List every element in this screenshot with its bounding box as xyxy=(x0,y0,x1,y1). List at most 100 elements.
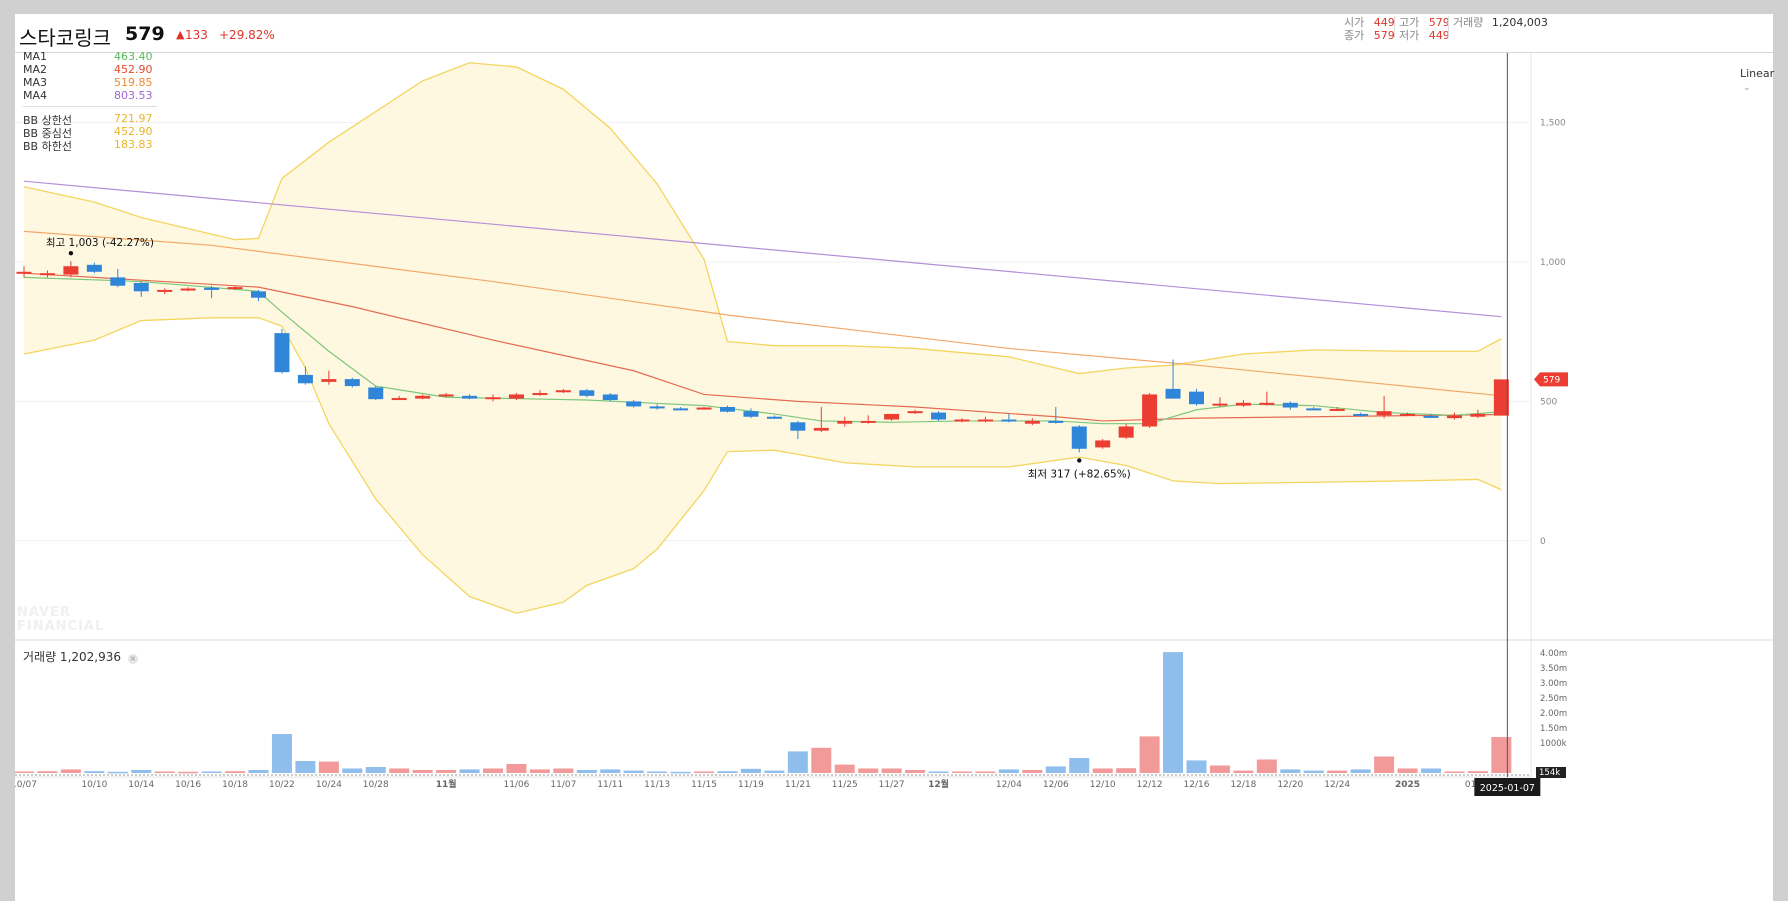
candle-body xyxy=(297,374,313,384)
volume-bar xyxy=(154,771,175,773)
bollinger-band-area xyxy=(24,62,1502,614)
x-tick-label: 11/13 xyxy=(644,780,670,790)
candle-body xyxy=(673,408,689,411)
volume-bar xyxy=(881,768,902,773)
candle-body xyxy=(720,406,735,412)
legend-ma1: MA1 463.40 xyxy=(15,50,155,63)
x-tick-label: 12/20 xyxy=(1277,780,1303,790)
x-tick-label: 12/16 xyxy=(1184,780,1210,790)
candle-body xyxy=(766,416,782,419)
volume-bar xyxy=(1186,760,1207,773)
candle-body xyxy=(1376,411,1392,416)
volume-bar xyxy=(506,764,527,773)
legend-ma2: MA2 452.90 xyxy=(15,63,155,76)
volume-bar xyxy=(365,767,386,773)
watermark: NAVER FINANCIAL xyxy=(17,605,105,634)
current-volume-tag-label: 154k xyxy=(1539,768,1560,778)
x-tick-label: 10/16 xyxy=(175,780,201,790)
volume-bar xyxy=(342,768,363,773)
stock-header: 스타코링크 579 ▲ 133 +29.82% 시가 449 종가 579 고가… xyxy=(15,14,1773,53)
bb-upper-line xyxy=(23,62,1502,375)
candles xyxy=(16,261,1509,453)
legend-bb-upper-value: 721.97 xyxy=(114,112,153,125)
legend-bb-upper: BB 상한선 721.97 xyxy=(15,112,155,127)
ma3-line xyxy=(23,230,1502,397)
candle-body xyxy=(649,406,665,409)
legend-ma3: MA3 519.85 xyxy=(15,76,155,89)
candle-body xyxy=(790,422,806,431)
scale-mode-label: Linear xyxy=(1740,67,1775,80)
ohlc-low: 저가 449 xyxy=(1399,27,1450,43)
price-chart[interactable]: 0 500 1,000 1,500 최고 1,003 (-42.27%) 최저 317 (… xyxy=(15,14,1773,901)
legend-bb-lower-name: BB 하한선 xyxy=(23,140,72,153)
volume-bar xyxy=(131,770,152,773)
legend-bb-lower: BB 하한선 183.83 xyxy=(15,138,155,153)
volume-label: 거래량 xyxy=(1453,16,1484,29)
ohlc-divider xyxy=(1448,16,1449,38)
candle-body xyxy=(579,390,595,396)
close-icon[interactable]: × xyxy=(127,654,138,664)
x-tick-label: 11/21 xyxy=(785,780,811,790)
volume-bar xyxy=(295,761,316,773)
volume-bar xyxy=(740,768,761,773)
candle-body xyxy=(415,395,431,399)
candle-body xyxy=(1329,408,1345,411)
candle-body xyxy=(977,419,993,422)
legend-ma3-value: 519.85 xyxy=(114,76,153,89)
ohlc-close: 종가 579 xyxy=(1344,27,1395,43)
volume-bar xyxy=(834,764,855,773)
crosshair-date-label: 2025-01-07 xyxy=(1480,783,1535,794)
x-tick-label: 10/07 xyxy=(15,780,37,790)
legend-bb-lower-value: 183.83 xyxy=(114,138,153,151)
volume-panel-label: 거래량 1,202,936 × xyxy=(23,648,138,665)
high-value: 579 xyxy=(1428,16,1450,29)
x-tick-label: 2025 xyxy=(1395,780,1420,790)
volume-bar xyxy=(1069,758,1090,773)
x-tick-label: 12월 xyxy=(928,778,949,790)
volume-bar xyxy=(1444,771,1465,773)
scale-mode-dropdown[interactable]: Linear ⌄ xyxy=(1740,67,1774,93)
candle-body xyxy=(931,412,947,420)
volume-panel-text: 거래량 1,202,936 xyxy=(23,650,122,664)
volume-bar xyxy=(1327,770,1348,773)
current-price: 579 xyxy=(125,23,165,45)
candle-body xyxy=(344,379,360,387)
candle-body xyxy=(743,411,759,417)
candle-body xyxy=(1446,415,1462,419)
x-tick-label: 10/28 xyxy=(363,780,389,790)
volume-bar xyxy=(1092,768,1113,773)
candle-body xyxy=(274,333,290,373)
legend-bb-middle-name: BB 중심선 xyxy=(23,127,72,140)
volume-bar xyxy=(1397,768,1418,773)
candle-body xyxy=(204,287,220,290)
candle-body xyxy=(157,289,173,292)
volume-bar xyxy=(787,751,808,773)
volume-tick-label: 4.00m xyxy=(1540,649,1567,659)
x-tick-label: 10/18 xyxy=(222,780,248,790)
annotation-label: 최저 317 (+82.65%) xyxy=(1028,468,1131,480)
volume-bar xyxy=(1116,768,1137,773)
y-tick-label: 500 xyxy=(1540,397,1557,407)
volume-bar xyxy=(670,771,691,774)
candle-body xyxy=(1400,413,1416,416)
volume-bar xyxy=(1045,766,1066,773)
up-arrow-icon: ▲ xyxy=(176,28,185,41)
x-tick-label: 12/10 xyxy=(1090,780,1116,790)
candle-body xyxy=(1165,388,1181,399)
volume-bar xyxy=(623,770,644,773)
candle-body xyxy=(16,271,32,274)
legend-ma1-name: MA1 xyxy=(23,50,48,63)
legend-ma4: MA4 803.53 xyxy=(15,89,155,102)
volume-bar xyxy=(459,769,480,773)
ma2-line xyxy=(23,272,1502,422)
volume-bar xyxy=(318,761,339,773)
chevron-down-icon: ⌄ xyxy=(1743,83,1751,93)
volume-tick-label: 2.00m xyxy=(1540,709,1567,719)
legend-ma4-value: 803.53 xyxy=(114,89,153,102)
candle-body xyxy=(1142,394,1158,427)
x-tick-label: 12/24 xyxy=(1324,780,1350,790)
volume-bar xyxy=(952,771,972,773)
legend-bb-middle: BB 중심선 452.90 xyxy=(15,125,155,140)
candle-body xyxy=(626,401,642,407)
candle-body xyxy=(321,379,337,382)
